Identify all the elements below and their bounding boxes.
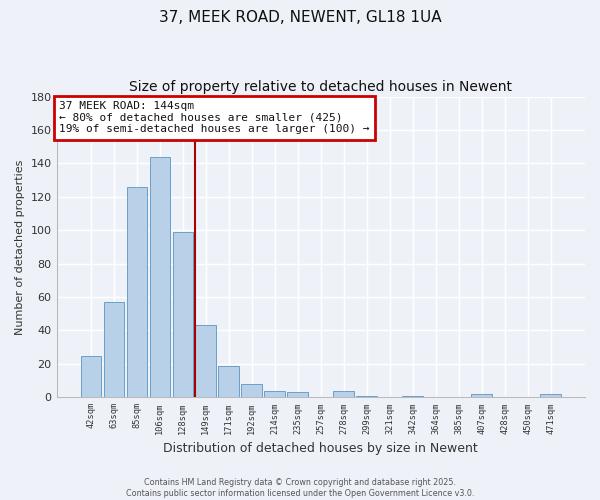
Bar xyxy=(173,232,193,398)
Bar xyxy=(241,384,262,398)
Bar xyxy=(287,392,308,398)
Bar xyxy=(265,390,285,398)
Bar xyxy=(472,394,492,398)
Bar xyxy=(403,396,423,398)
Bar xyxy=(218,366,239,398)
Bar xyxy=(356,396,377,398)
Bar xyxy=(104,302,124,398)
Bar xyxy=(80,356,101,398)
Bar xyxy=(334,390,354,398)
Y-axis label: Number of detached properties: Number of detached properties xyxy=(15,159,25,334)
Title: Size of property relative to detached houses in Newent: Size of property relative to detached ho… xyxy=(129,80,512,94)
Bar xyxy=(196,326,216,398)
Text: 37 MEEK ROAD: 144sqm
← 80% of detached houses are smaller (425)
19% of semi-deta: 37 MEEK ROAD: 144sqm ← 80% of detached h… xyxy=(59,101,370,134)
Bar xyxy=(127,187,147,398)
Text: 37, MEEK ROAD, NEWENT, GL18 1UA: 37, MEEK ROAD, NEWENT, GL18 1UA xyxy=(158,10,442,25)
Bar xyxy=(540,394,561,398)
Bar xyxy=(149,156,170,398)
X-axis label: Distribution of detached houses by size in Newent: Distribution of detached houses by size … xyxy=(163,442,478,455)
Text: Contains HM Land Registry data © Crown copyright and database right 2025.
Contai: Contains HM Land Registry data © Crown c… xyxy=(126,478,474,498)
